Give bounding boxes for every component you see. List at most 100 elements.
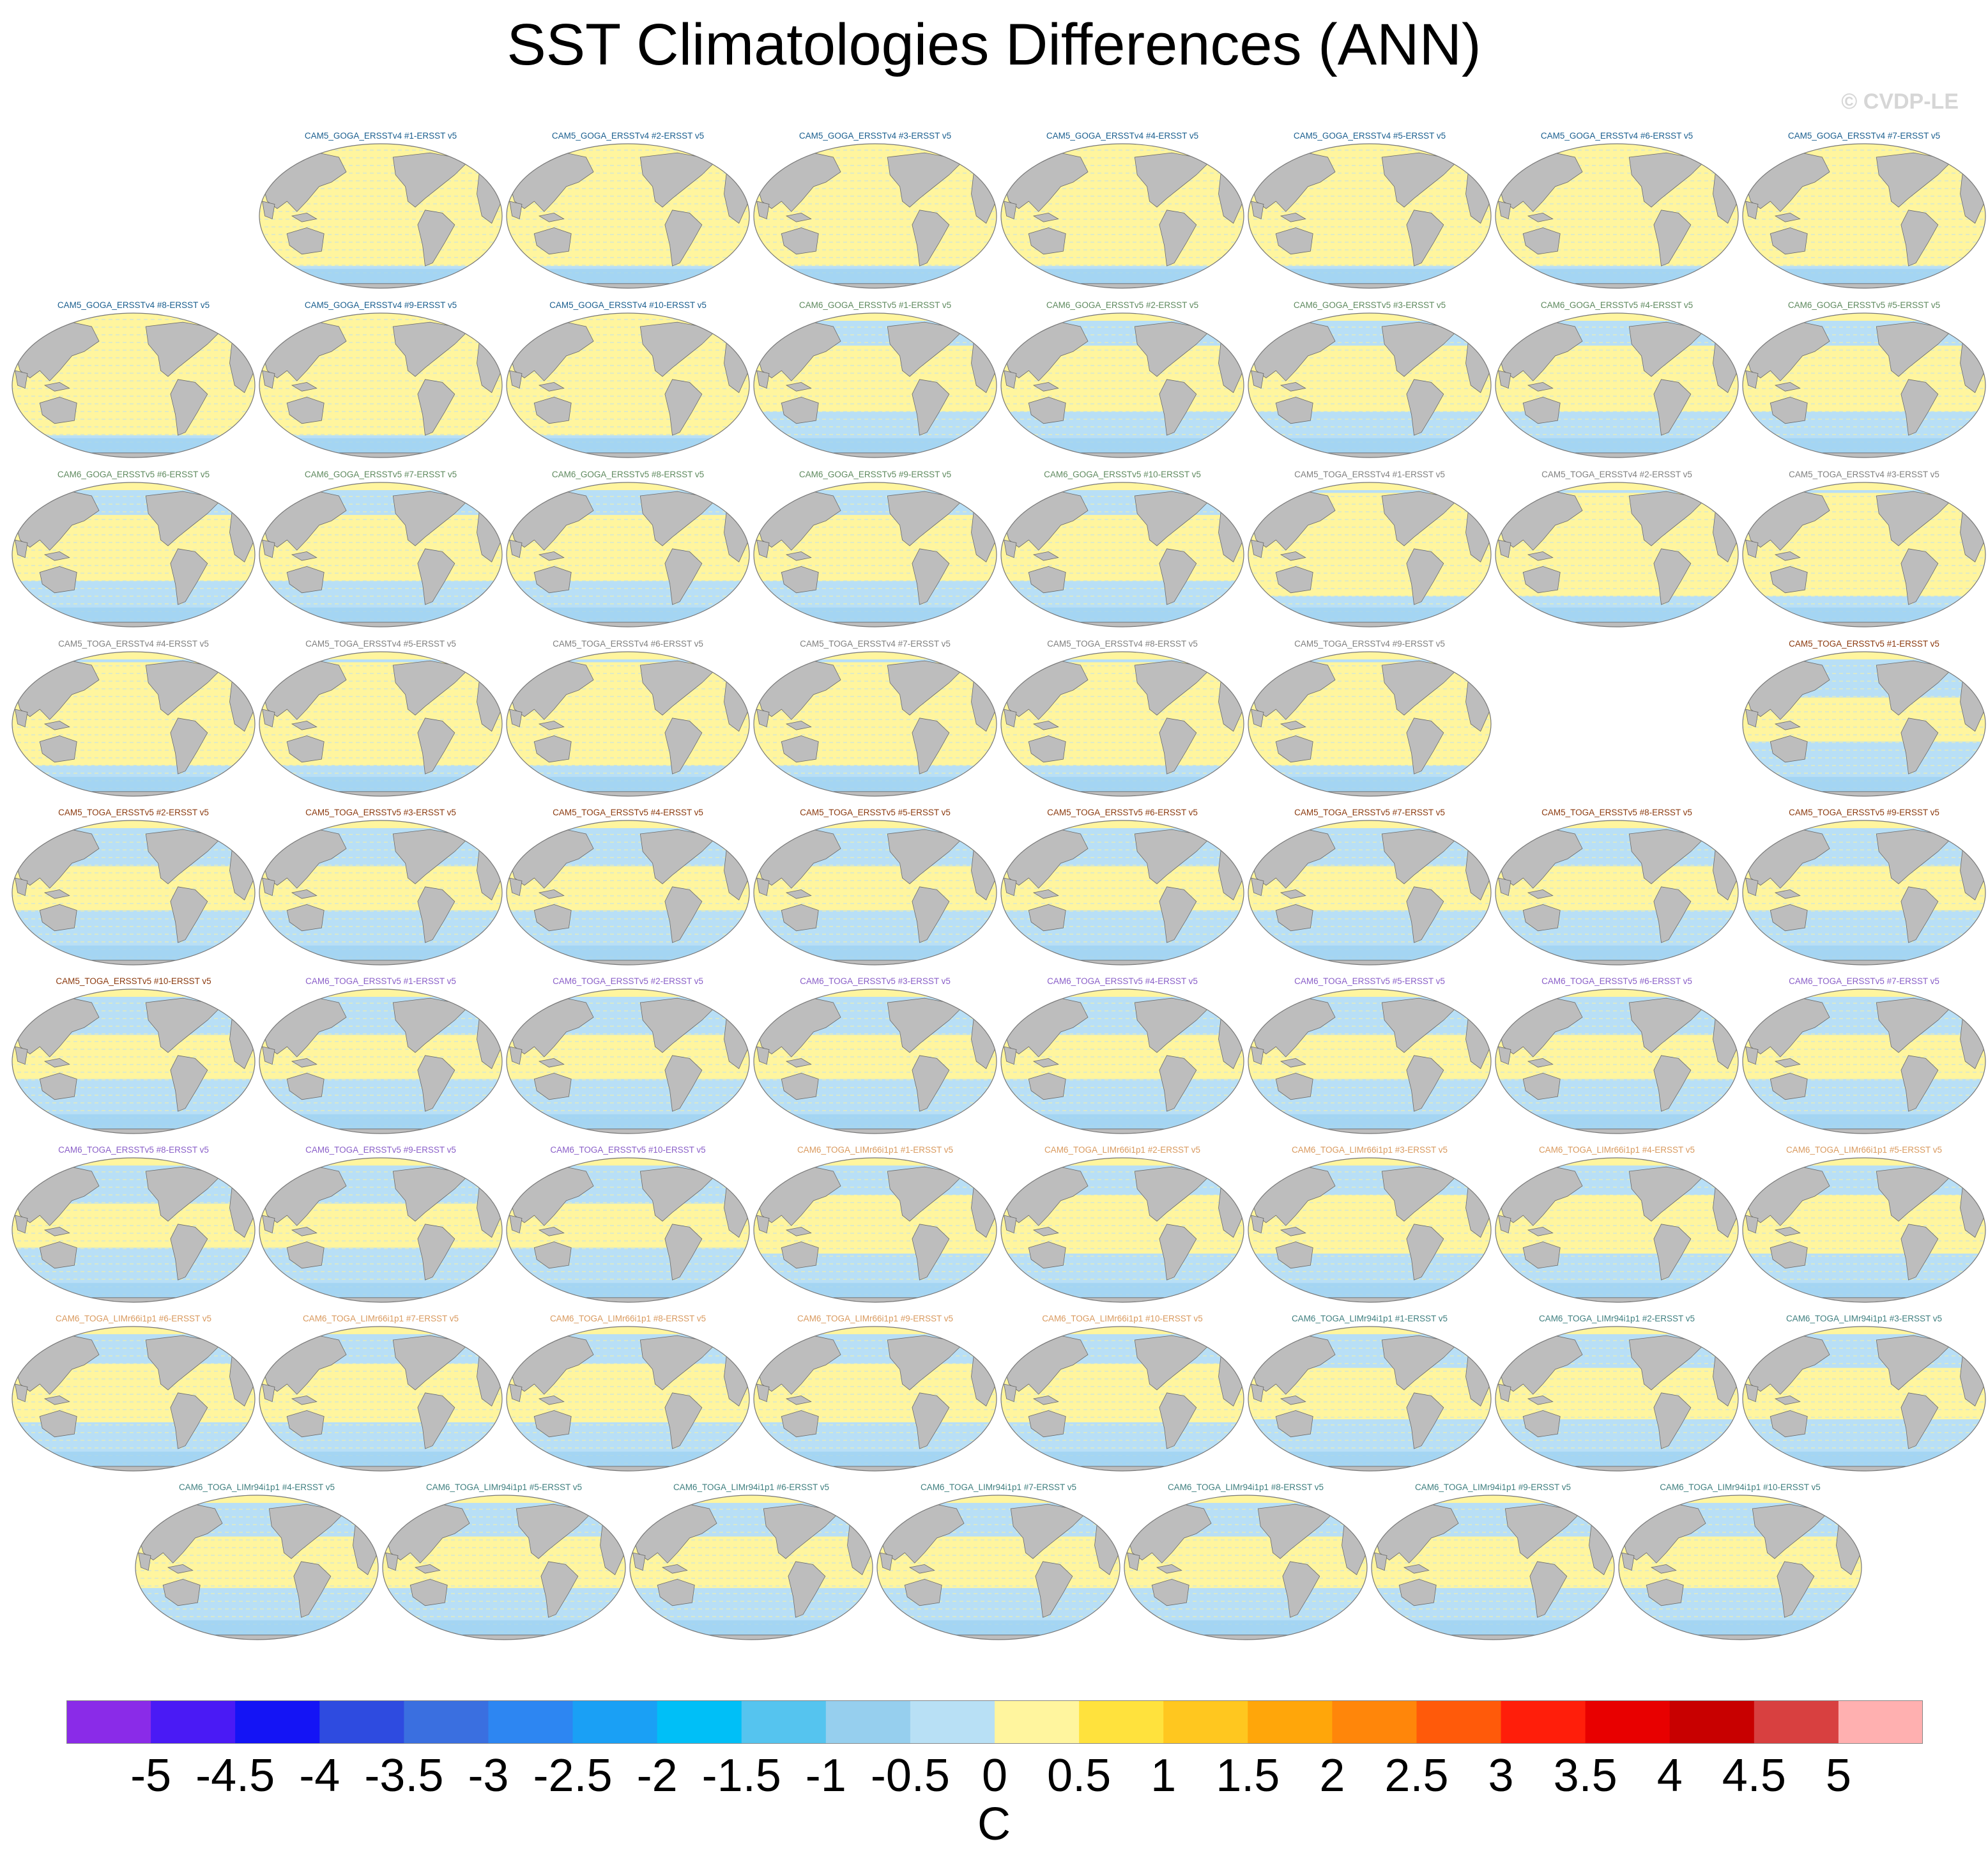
map-border	[506, 143, 750, 289]
land-mass	[1028, 227, 1066, 255]
land-mass	[1032, 889, 1059, 899]
map-border	[753, 1326, 997, 1472]
land-mass	[43, 1058, 70, 1068]
map-border	[506, 1157, 750, 1303]
world-map	[11, 312, 256, 458]
map-border	[1371, 1495, 1615, 1640]
map-border	[259, 1157, 503, 1303]
world-map	[753, 1157, 997, 1303]
land-mass	[1151, 1578, 1189, 1606]
land-mass	[785, 212, 812, 222]
world-map	[753, 651, 997, 797]
land-mass	[1280, 551, 1306, 561]
land-mass	[39, 1072, 77, 1100]
colorbar-swatch	[657, 1700, 742, 1744]
land-mass	[771, 1297, 979, 1302]
colorbar-tick-label: -2.5	[533, 1750, 613, 1801]
map-panel: CAM6_GOGA_ERSSTv5 #7-ERSST v5	[257, 470, 504, 631]
land-mass	[1159, 1392, 1197, 1449]
land-mass	[1018, 452, 1227, 458]
land-mass	[1314, 1497, 1335, 1509]
land-mass	[1760, 791, 1968, 796]
land-mass	[1685, 484, 1706, 496]
map-panel: CAM6_TOGA_LIMr66i1p1 #1-ERSST v5	[752, 1145, 998, 1306]
land-mass	[1522, 227, 1561, 255]
panel-title: CAM6_GOGA_ERSSTv5 #6-ERSST v5	[57, 470, 210, 479]
land-mass	[1406, 379, 1444, 436]
land-mass	[1280, 212, 1306, 222]
world-map	[259, 1157, 503, 1303]
land-mass	[1636, 1635, 1844, 1640]
land-mass	[664, 718, 703, 774]
land-mass	[1280, 1058, 1306, 1068]
world-map	[1742, 143, 1986, 289]
world-map	[11, 1157, 256, 1303]
land-mass	[1265, 452, 1474, 458]
world-map	[11, 651, 256, 797]
land-mass	[170, 548, 208, 605]
panel-title: CAM5_TOGA_ERSSTv4 #2-ERSST v5	[1541, 470, 1692, 479]
land-mass	[1932, 653, 1954, 666]
colorbar	[66, 1700, 1923, 1744]
land-mass	[449, 484, 470, 496]
map-panel: CAM6_GOGA_ERSSTv5 #6-ERSST v5	[10, 470, 257, 631]
land-mass	[664, 1224, 703, 1281]
world-map	[753, 482, 997, 627]
panel-title: CAM6_GOGA_ERSSTv5 #3-ERSST v5	[1293, 300, 1446, 310]
land-mass	[788, 1561, 826, 1618]
world-map	[11, 1326, 256, 1472]
map-panel: CAM5_GOGA_ERSSTv4 #1-ERSST v5	[257, 131, 504, 292]
panel-title: CAM6_TOGA_LIMr66i1p1 #10-ERSST v5	[1042, 1314, 1203, 1323]
land-mass	[1646, 1578, 1684, 1606]
land-mass	[1438, 145, 1459, 158]
land-mass	[533, 904, 572, 932]
land-mass	[1035, 1561, 1073, 1618]
map-panel: CAM5_TOGA_ERSSTv5 #9-ERSST v5	[1741, 808, 1987, 969]
panel-title: CAM5_TOGA_ERSSTv5 #8-ERSST v5	[1541, 808, 1692, 817]
world-map	[1742, 312, 1986, 458]
land-mass	[820, 1497, 841, 1509]
land-mass	[1527, 1395, 1554, 1405]
land-mass	[1004, 201, 1017, 220]
map-panel: CAM5_TOGA_ERSSTv4 #4-ERSST v5	[10, 639, 257, 800]
land-mass	[894, 1635, 1103, 1640]
colorbar-swatch	[1416, 1700, 1502, 1744]
land-mass	[291, 1395, 317, 1405]
land-mass	[1127, 1552, 1140, 1571]
map-border	[506, 312, 750, 458]
land-mass	[1159, 210, 1197, 266]
land-mass	[449, 145, 470, 158]
panel-title: CAM6_TOGA_ERSSTv5 #7-ERSST v5	[1789, 976, 1939, 986]
colorbar-swatch	[1332, 1700, 1417, 1744]
map-panel: CAM5_TOGA_ERSSTv4 #1-ERSST v5	[1246, 470, 1493, 631]
land-mass	[1745, 877, 1759, 896]
map-panel: CAM6_TOGA_ERSSTv5 #8-ERSST v5	[10, 1145, 257, 1306]
land-mass	[1004, 1046, 1017, 1065]
land-mass	[696, 145, 717, 158]
panel-title: CAM5_TOGA_ERSSTv4 #1-ERSST v5	[1294, 470, 1445, 479]
colorbar-swatch	[1585, 1700, 1671, 1744]
land-mass	[1159, 548, 1197, 605]
map-panel: CAM5_GOGA_ERSSTv4 #2-ERSST v5	[505, 131, 751, 292]
land-mass	[449, 653, 470, 666]
land-mass	[291, 1058, 317, 1068]
map-border	[11, 989, 256, 1134]
map-panel: CAM6_GOGA_ERSSTv5 #8-ERSST v5	[505, 470, 751, 631]
world-map	[1495, 1157, 1739, 1303]
land-mass	[1191, 145, 1212, 158]
map-panel: CAM6_GOGA_ERSSTv5 #10-ERSST v5	[999, 470, 1246, 631]
map-border	[11, 312, 256, 458]
land-mass	[29, 791, 238, 796]
map-panel: CAM6_TOGA_ERSSTv5 #4-ERSST v5	[999, 976, 1246, 1137]
land-mass	[509, 539, 523, 558]
land-mass	[449, 1159, 470, 1172]
map-panel: CAM5_TOGA_ERSSTv4 #2-ERSST v5	[1494, 470, 1740, 631]
map-border	[135, 1495, 379, 1640]
land-mass	[661, 1564, 688, 1574]
panel-title: CAM6_TOGA_LIMr66i1p1 #2-ERSST v5	[1044, 1145, 1201, 1155]
world-map	[259, 1326, 503, 1472]
panel-title: CAM5_TOGA_ERSSTv5 #9-ERSST v5	[1789, 808, 1939, 817]
land-mass	[880, 1552, 893, 1571]
map-border	[753, 820, 997, 966]
map-panel: CAM6_GOGA_ERSSTv5 #9-ERSST v5	[752, 470, 998, 631]
